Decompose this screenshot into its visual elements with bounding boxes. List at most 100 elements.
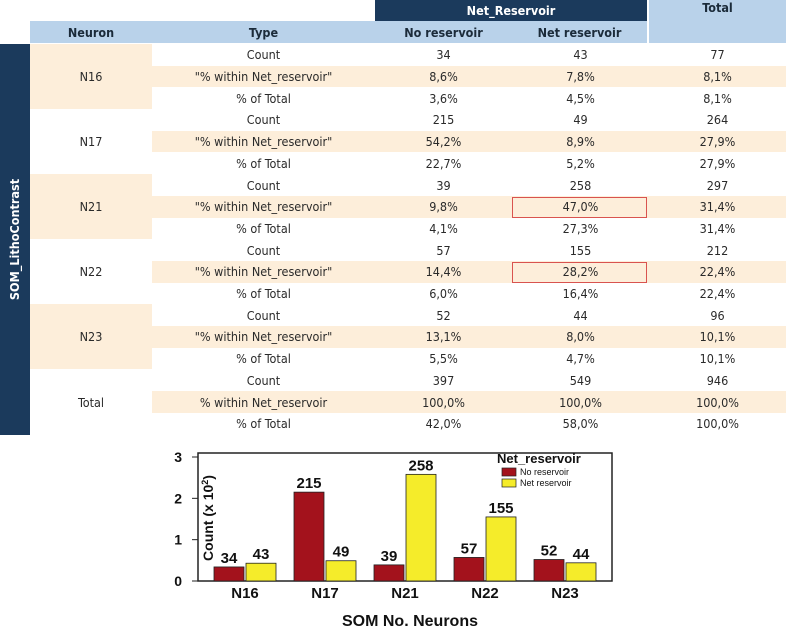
total-cell: 264 bbox=[649, 109, 786, 131]
bar-n16-net-reservoir bbox=[245, 562, 277, 582]
no-reservoir-cell: 4,1% bbox=[375, 217, 512, 240]
net-reservoir-cell: 7,8% bbox=[512, 65, 649, 88]
no-reservoir-cell: 39 bbox=[375, 174, 512, 196]
y-tick-label: 0 bbox=[174, 573, 182, 589]
total-cell: 8,1% bbox=[649, 87, 786, 110]
neuron-cell: Total bbox=[30, 369, 152, 435]
total-cell: 31,4% bbox=[649, 217, 786, 240]
x-tick-label: N22 bbox=[471, 585, 499, 602]
no-reservoir-cell: 22,7% bbox=[375, 152, 512, 175]
highlight-box bbox=[512, 262, 647, 283]
no-reservoir-cell: 54,2% bbox=[375, 130, 512, 153]
total-header: Total bbox=[649, 0, 786, 43]
type-cell: Count bbox=[152, 369, 375, 392]
type-cell: Count bbox=[152, 174, 375, 196]
no-reservoir-cell: 57 bbox=[375, 239, 512, 261]
net-reservoir-cell: 8,9% bbox=[512, 130, 649, 153]
bar-n22-no-reservoir bbox=[453, 557, 485, 582]
net-reservoir-cell: 8,0% bbox=[512, 326, 649, 348]
neuron-cell: N21 bbox=[30, 174, 152, 240]
total-cell: 77 bbox=[649, 44, 786, 66]
x-tick-label: N17 bbox=[311, 585, 339, 602]
net-reservoir-cell: 27,3% bbox=[512, 217, 649, 240]
net-reservoir-cell: 47,0% bbox=[512, 195, 649, 218]
group-header: Net_Reservoir bbox=[375, 0, 647, 21]
type-cell: Count bbox=[152, 304, 375, 327]
no-reservoir-cell: 8,6% bbox=[375, 65, 512, 88]
no-reservoir-cell: 397 bbox=[375, 369, 512, 392]
bar-n23-no-reservoir bbox=[533, 559, 565, 582]
side-label-text: SOM_LithoContrast bbox=[7, 178, 23, 301]
bar-value-label: 43 bbox=[253, 546, 270, 563]
neuron-cell: N22 bbox=[30, 239, 152, 305]
x-tick-label: N21 bbox=[391, 585, 419, 602]
no-reservoir-cell: 52 bbox=[375, 304, 512, 327]
bar-value-label: 39 bbox=[381, 548, 398, 565]
bar-n22-net-reservoir bbox=[485, 516, 517, 582]
y-axis-label: Count (x 102) bbox=[200, 475, 216, 561]
bar-n16-no-reservoir bbox=[213, 566, 245, 582]
bar-n17-net-reservoir bbox=[325, 560, 357, 582]
bar-value-label: 34 bbox=[221, 550, 238, 567]
bar-value-label: 52 bbox=[541, 543, 558, 560]
type-cell: "% within Net_reservoir" bbox=[152, 326, 375, 348]
bar-value-label: 155 bbox=[488, 500, 513, 517]
bar-n21-no-reservoir bbox=[373, 564, 405, 582]
total-cell: 31,4% bbox=[649, 195, 786, 218]
total-cell: 297 bbox=[649, 174, 786, 196]
no-reservoir-cell: 5,5% bbox=[375, 347, 512, 370]
type-cell: % of Total bbox=[152, 217, 375, 240]
no-reservoir-cell: 9,8% bbox=[375, 195, 512, 218]
net-reservoir-cell: 43 bbox=[512, 44, 649, 66]
type-cell: "% within Net_reservoir" bbox=[152, 261, 375, 283]
total-cell: 27,9% bbox=[649, 130, 786, 153]
legend-label-no-reservoir: No reservoir bbox=[520, 467, 569, 477]
neuron-header: Neuron bbox=[30, 21, 152, 43]
bar-value-label: 44 bbox=[573, 546, 590, 563]
total-cell: 27,9% bbox=[649, 152, 786, 175]
net-reservoir-cell: 100,0% bbox=[512, 391, 649, 413]
no-reservoir-cell: 100,0% bbox=[375, 391, 512, 413]
legend-swatch-no-reservoir bbox=[501, 467, 517, 477]
bar-chart: 34 43 215 49 39 258 57 155 52 44 0 1 2 3 N16 N17 N21 N2… bbox=[174, 449, 613, 630]
legend-title: Net_reservoir bbox=[497, 451, 581, 466]
net-reservoir-cell: 28,2% bbox=[512, 261, 649, 283]
net-reservoir-cell: 4,5% bbox=[512, 87, 649, 110]
net-reservoir-header: Net reservoir bbox=[512, 21, 647, 43]
net-reservoir-cell: 155 bbox=[512, 239, 649, 261]
type-cell: "% within Net_reservoir" bbox=[152, 130, 375, 153]
no-reservoir-cell: 215 bbox=[375, 109, 512, 131]
x-axis-label: SOM No. Neurons bbox=[342, 613, 478, 630]
no-reservoir-cell: 6,0% bbox=[375, 282, 512, 305]
bar-n17-no-reservoir bbox=[293, 491, 325, 582]
type-cell: Count bbox=[152, 44, 375, 66]
bar-value-label: 49 bbox=[333, 544, 350, 561]
total-cell: 212 bbox=[649, 239, 786, 261]
bar-value-label: 215 bbox=[296, 475, 321, 492]
net-reservoir-cell: 58,0% bbox=[512, 412, 649, 435]
no-reservoir-cell: 14,4% bbox=[375, 261, 512, 283]
x-tick-label: N16 bbox=[231, 585, 259, 602]
total-cell: 946 bbox=[649, 369, 786, 392]
legend: Net_reservoir No reservoir Net reservoir bbox=[497, 451, 581, 488]
bar-n21-net-reservoir bbox=[405, 473, 437, 582]
type-cell: "% within Net_reservoir" bbox=[152, 195, 375, 218]
type-cell: % of Total bbox=[152, 412, 375, 435]
neuron-cell: N16 bbox=[30, 44, 152, 110]
total-cell: 10,1% bbox=[649, 347, 786, 370]
total-cell: 22,4% bbox=[649, 261, 786, 283]
total-cell: 100,0% bbox=[649, 391, 786, 413]
legend-label-net-reservoir: Net reservoir bbox=[520, 478, 572, 488]
type-header: Type bbox=[152, 21, 375, 43]
type-cell: % of Total bbox=[152, 282, 375, 305]
crosstab-table: Net_Reservoir Total Neuron Type No reservoir… bbox=[0, 0, 786, 435]
legend-swatch-net-reservoir bbox=[501, 478, 517, 488]
total-cell: 8,1% bbox=[649, 65, 786, 88]
highlight-box bbox=[512, 196, 647, 218]
no-reservoir-cell: 42,0% bbox=[375, 412, 512, 435]
type-cell: % of Total bbox=[152, 152, 375, 175]
net-reservoir-cell: 49 bbox=[512, 109, 649, 131]
type-cell: "% within Net_reservoir" bbox=[152, 65, 375, 88]
bar-value-label: 258 bbox=[408, 457, 433, 474]
bar-value-label: 57 bbox=[461, 540, 478, 557]
